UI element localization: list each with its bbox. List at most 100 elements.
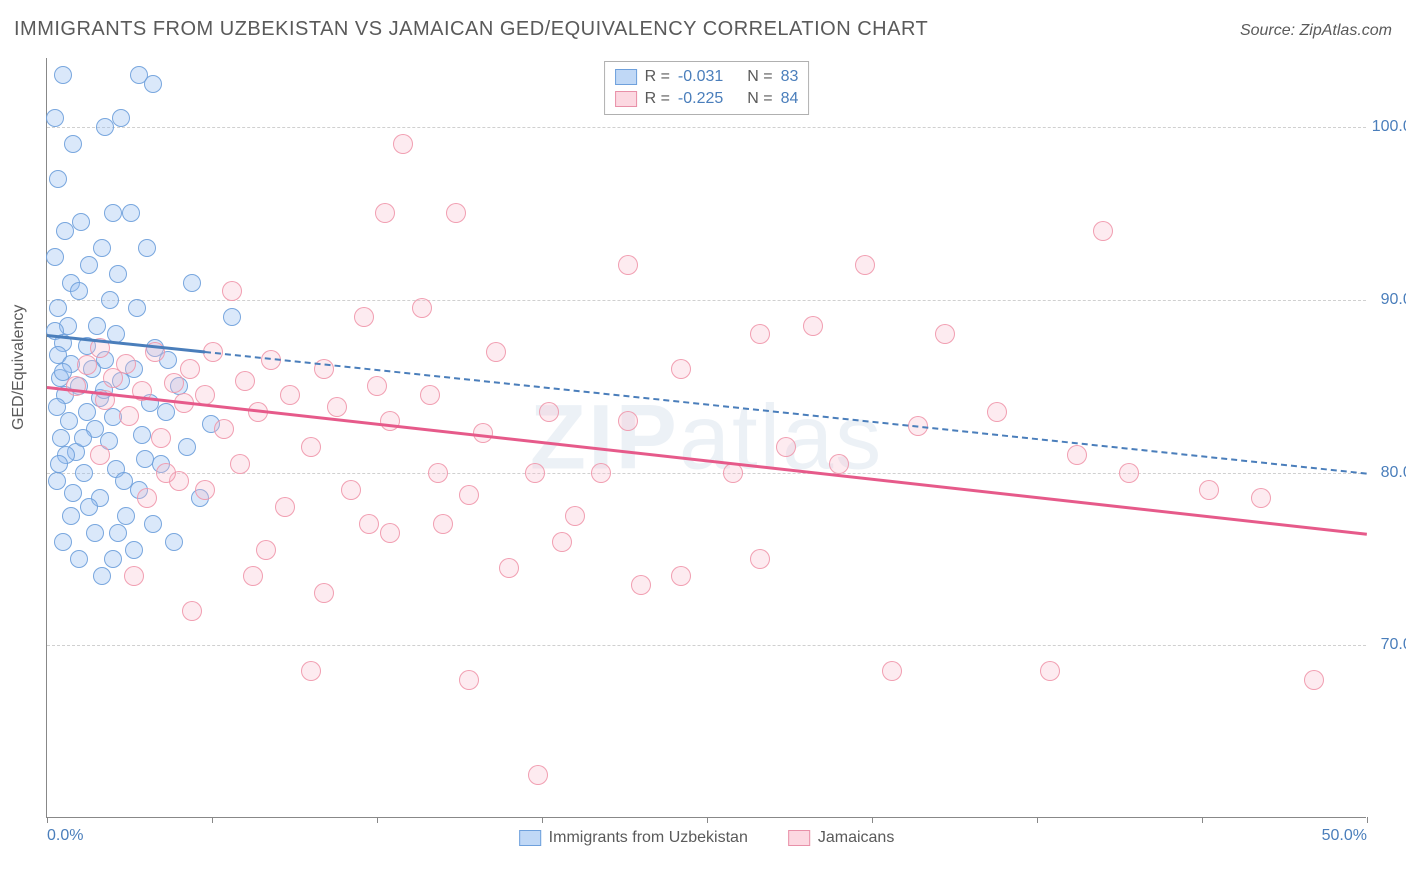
x-tick bbox=[872, 817, 873, 823]
data-point bbox=[165, 533, 183, 551]
data-point bbox=[412, 298, 432, 318]
data-point bbox=[157, 403, 175, 421]
data-point bbox=[93, 239, 111, 257]
data-point bbox=[359, 514, 379, 534]
data-point bbox=[88, 317, 106, 335]
data-point bbox=[144, 75, 162, 93]
data-point bbox=[138, 239, 156, 257]
data-point bbox=[180, 359, 200, 379]
data-point bbox=[50, 455, 68, 473]
data-point bbox=[380, 411, 400, 431]
data-point bbox=[539, 402, 559, 422]
data-point bbox=[54, 533, 72, 551]
data-point bbox=[124, 566, 144, 586]
legend-label: Immigrants from Uzbekistan bbox=[549, 829, 748, 847]
legend-stats-row: R = -0.031 N = 83 bbox=[615, 66, 799, 88]
data-point bbox=[136, 450, 154, 468]
data-point bbox=[1251, 488, 1271, 508]
data-point bbox=[525, 463, 545, 483]
data-point bbox=[80, 256, 98, 274]
stat-label: R = bbox=[645, 68, 670, 86]
x-tick bbox=[212, 817, 213, 823]
data-point bbox=[428, 463, 448, 483]
data-point bbox=[1119, 463, 1139, 483]
data-point bbox=[70, 550, 88, 568]
gridline bbox=[47, 300, 1366, 301]
data-point bbox=[528, 765, 548, 785]
data-point bbox=[115, 472, 133, 490]
data-point bbox=[1199, 480, 1219, 500]
data-point bbox=[56, 222, 74, 240]
data-point bbox=[74, 429, 92, 447]
x-tick bbox=[542, 817, 543, 823]
data-point bbox=[486, 342, 506, 362]
swatch-icon bbox=[788, 830, 810, 846]
data-point bbox=[164, 373, 184, 393]
data-point bbox=[375, 203, 395, 223]
y-tick-label: 90.0% bbox=[1381, 291, 1406, 309]
data-point bbox=[112, 109, 130, 127]
data-point bbox=[327, 397, 347, 417]
legend-series: Immigrants from Uzbekistan Jamaicans bbox=[519, 829, 895, 847]
y-axis-label: GED/Equivalency bbox=[10, 305, 28, 430]
data-point bbox=[125, 541, 143, 559]
swatch-icon bbox=[615, 91, 637, 107]
data-point bbox=[829, 454, 849, 474]
data-point bbox=[393, 134, 413, 154]
data-point bbox=[109, 524, 127, 542]
data-point bbox=[367, 376, 387, 396]
gridline bbox=[47, 473, 1366, 474]
data-point bbox=[104, 204, 122, 222]
source-attribution: Source: ZipAtlas.com bbox=[1240, 22, 1392, 40]
data-point bbox=[104, 550, 122, 568]
data-point bbox=[90, 445, 110, 465]
data-point bbox=[354, 307, 374, 327]
data-point bbox=[137, 488, 157, 508]
stat-label: N = bbox=[747, 90, 772, 108]
x-tick bbox=[707, 817, 708, 823]
data-point bbox=[882, 661, 902, 681]
title-bar: IMMIGRANTS FROM UZBEKISTAN VS JAMAICAN G… bbox=[14, 18, 1392, 41]
x-tick-label: 0.0% bbox=[47, 827, 83, 845]
swatch-icon bbox=[519, 830, 541, 846]
data-point bbox=[499, 558, 519, 578]
stat-value: 83 bbox=[781, 68, 799, 86]
y-tick-label: 80.0% bbox=[1381, 464, 1406, 482]
data-point bbox=[60, 412, 78, 430]
data-point bbox=[671, 359, 691, 379]
data-point bbox=[101, 291, 119, 309]
data-point bbox=[54, 66, 72, 84]
x-tick bbox=[1037, 817, 1038, 823]
legend-item: Immigrants from Uzbekistan bbox=[519, 829, 748, 847]
data-point bbox=[78, 403, 96, 421]
legend-label: Jamaicans bbox=[818, 829, 894, 847]
data-point bbox=[591, 463, 611, 483]
data-point bbox=[552, 532, 572, 552]
data-point bbox=[230, 454, 250, 474]
data-point bbox=[1067, 445, 1087, 465]
legend-stats-row: R = -0.225 N = 84 bbox=[615, 88, 799, 110]
data-point bbox=[459, 670, 479, 690]
data-point bbox=[855, 255, 875, 275]
data-point bbox=[1093, 221, 1113, 241]
data-point bbox=[70, 282, 88, 300]
data-point bbox=[178, 438, 196, 456]
y-tick-label: 70.0% bbox=[1381, 636, 1406, 654]
data-point bbox=[446, 203, 466, 223]
data-point bbox=[195, 480, 215, 500]
legend-item: Jamaicans bbox=[788, 829, 894, 847]
data-point bbox=[46, 109, 64, 127]
data-point bbox=[86, 524, 104, 542]
data-point bbox=[275, 497, 295, 517]
data-point bbox=[80, 498, 98, 516]
data-point bbox=[46, 248, 64, 266]
data-point bbox=[314, 583, 334, 603]
x-tick bbox=[1202, 817, 1203, 823]
data-point bbox=[48, 472, 66, 490]
x-tick bbox=[47, 817, 48, 823]
chart-title: IMMIGRANTS FROM UZBEKISTAN VS JAMAICAN G… bbox=[14, 18, 928, 41]
data-point bbox=[565, 506, 585, 526]
data-point bbox=[119, 406, 139, 426]
data-point bbox=[49, 299, 67, 317]
plot-area: ZIPatlas R = -0.031 N = 83 R = -0.225 N … bbox=[46, 58, 1366, 818]
